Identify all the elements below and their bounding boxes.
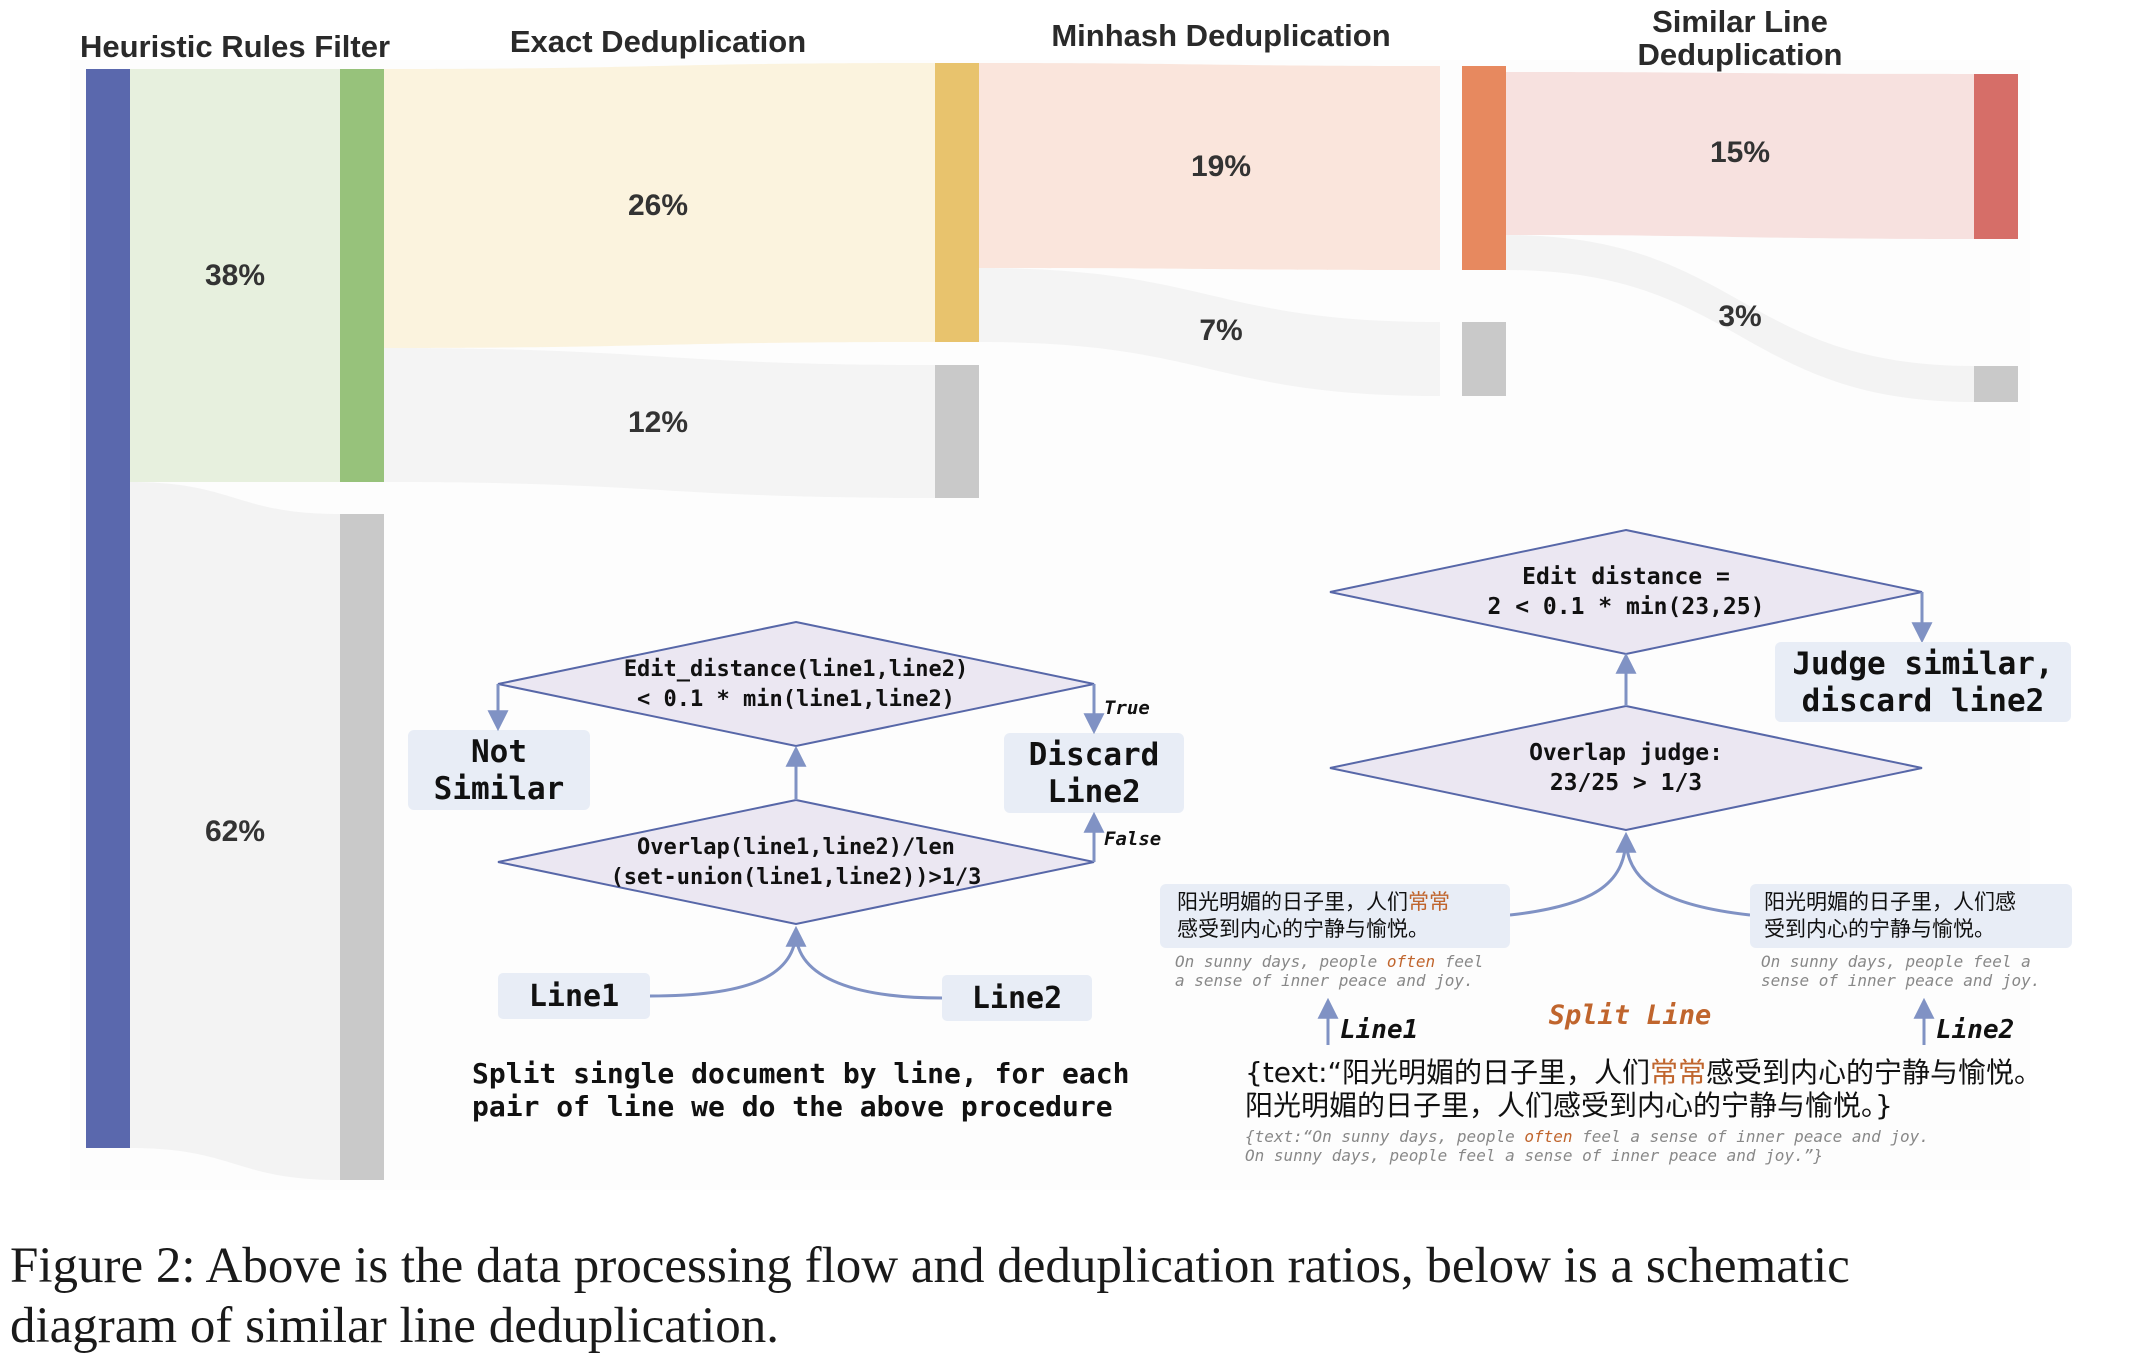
line1-example-connector	[1509, 831, 1637, 917]
flow-38-label: 38%	[205, 259, 265, 292]
node-minhash-kept	[935, 63, 979, 342]
flow-12-label: 12%	[628, 406, 688, 439]
doc-en-row2: On sunny days, people feel a sense of in…	[1245, 1146, 1823, 1165]
overlap-judge-decision	[1329, 704, 1923, 832]
not-similar-line1: Not	[471, 734, 527, 770]
flow-26	[384, 63, 935, 348]
flow-15	[1506, 72, 1974, 239]
split-line-label: Split Line	[1549, 1000, 1712, 1031]
line1-example-box	[1160, 884, 1510, 948]
sankey-diagram: Heuristic Rules Filter Exact Deduplicati…	[80, 4, 2018, 1180]
overlap-decision	[497, 798, 1095, 926]
flow-62-label: 62%	[205, 815, 265, 848]
node-exact-kept	[340, 69, 384, 482]
node-heuristic-removed	[340, 514, 384, 1180]
node-final	[1974, 74, 2018, 239]
discard-line1: Discard	[1029, 737, 1160, 773]
caption-line2: diagram of similar line deduplication.	[10, 1298, 780, 1354]
node-exact-removed	[935, 365, 979, 498]
edit-distance-line1: Edit_distance(line1,line2)	[624, 657, 968, 682]
caption-line1: Figure 2: Above is the data processing f…	[10, 1238, 1850, 1294]
line2-connector	[794, 931, 943, 1000]
doc-en-row1: {text:“On sunny days, people often feel …	[1245, 1127, 1929, 1146]
flow-38	[130, 69, 340, 482]
doc-cn-row1: {text:“阳光明媚的日子里，人们常常感受到内心的宁静与愉悦。	[1245, 1056, 2042, 1089]
discard-line2: Line2	[1047, 774, 1140, 810]
left-flowchart: Edit_distance(line1,line2) < 0.1 * min(l…	[408, 620, 1184, 1123]
judge-line1: Judge similar,	[1792, 646, 2053, 682]
line2-cn-row2: 受到内心的宁静与愉悦。	[1764, 917, 1995, 941]
line1-en-row2: a sense of inner peace and joy.	[1175, 971, 1474, 990]
node-heuristic	[86, 69, 130, 1148]
flow-12	[384, 348, 935, 498]
line1-en-row1: On sunny days, people often feel	[1175, 952, 1483, 971]
not-similar-line2: Similar	[434, 771, 565, 807]
line1-cn-row2: 感受到内心的宁静与愉悦。	[1177, 917, 1429, 941]
line2-example-label: Line2	[1936, 1015, 2014, 1045]
stage-heuristic-label: Heuristic Rules Filter	[80, 29, 390, 64]
flow-7	[979, 268, 1440, 396]
overlap-judge-line1: Overlap judge:	[1529, 740, 1723, 766]
flow-3-label: 3%	[1718, 300, 1761, 333]
true-label: True	[1104, 697, 1150, 719]
procedure-note-line2: pair of line we do the above procedure	[472, 1090, 1113, 1123]
judge-line2: discard line2	[1802, 683, 2045, 719]
line1-cn-row1: 阳光明媚的日子里，人们常常	[1177, 890, 1450, 914]
flow-7-label: 7%	[1199, 314, 1242, 347]
line2-cn-row1: 阳光明媚的日子里，人们感	[1764, 890, 2016, 914]
discard-box	[1004, 733, 1184, 813]
flow-3	[1506, 235, 1974, 402]
flow-26-label: 26%	[628, 189, 688, 222]
false-label: False	[1104, 828, 1161, 850]
line1-label: Line1	[529, 979, 619, 1014]
procedure-note-line1: Split single document by line, for each	[472, 1057, 1129, 1090]
line2-box	[942, 975, 1092, 1021]
figure-caption: Figure 2: Above is the data processing f…	[10, 1236, 2130, 1356]
flow-19	[979, 63, 1440, 270]
line2-example-connector	[1624, 837, 1751, 917]
overlap-line2: (set-union(line1,line2))>1/3	[611, 865, 982, 890]
flow-62	[130, 482, 340, 1180]
judge-box	[1775, 642, 2071, 722]
overlap-line1: Overlap(line1,line2)/len	[637, 835, 955, 860]
edit-distance-line2: < 0.1 * min(line1,line2)	[637, 687, 955, 712]
stage-similar-label-line1: Similar Line	[1652, 4, 1828, 39]
flow-19-label: 19%	[1191, 150, 1251, 183]
line1-example-label: Line1	[1340, 1015, 1418, 1045]
not-similar-box	[408, 730, 590, 810]
stage-exact-label: Exact Deduplication	[510, 24, 806, 59]
line2-en-row1: On sunny days, people feel a	[1761, 952, 2031, 971]
line2-example-box	[1750, 884, 2072, 948]
line2-en-row2: sense of inner peace and joy.	[1761, 971, 2040, 990]
node-minhash-removed	[1462, 322, 1506, 396]
line2-label: Line2	[972, 981, 1062, 1016]
line1-box	[498, 973, 650, 1019]
line1-connector	[649, 925, 807, 998]
stage-minhash-label: Minhash Deduplication	[1051, 18, 1390, 53]
node-similar-removed	[1974, 366, 2018, 402]
stage-similar-label-line2: Deduplication	[1638, 37, 1843, 72]
doc-cn-row2: 阳光明媚的日子里，人们感受到内心的宁静与愉悦。}	[1245, 1089, 1893, 1122]
flow-15-label: 15%	[1710, 136, 1770, 169]
edit-distance-example-line1: Edit distance =	[1522, 564, 1730, 590]
right-flowchart: Edit distance = 2 < 0.1 * min(23,25) Ove…	[1160, 528, 2072, 1165]
node-similar-kept	[1462, 66, 1506, 270]
edit-distance-example-line2: 2 < 0.1 * min(23,25)	[1488, 594, 1765, 620]
overlap-judge-line2: 23/25 > 1/3	[1550, 770, 1702, 796]
